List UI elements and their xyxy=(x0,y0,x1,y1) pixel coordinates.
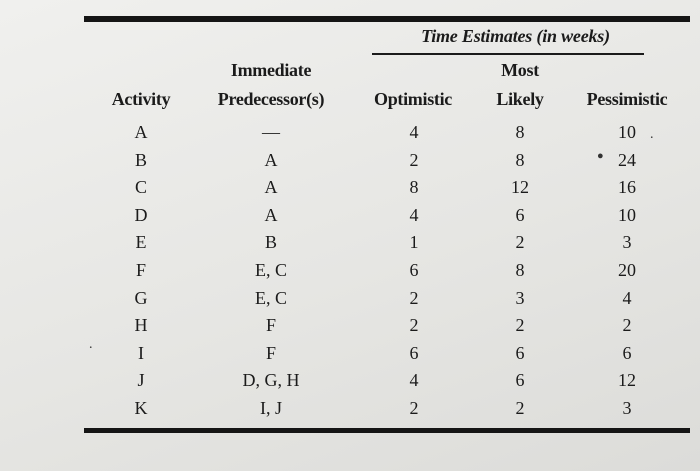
pessimistic-cell: 10 xyxy=(618,122,636,142)
pessimistic-cell: 12 xyxy=(618,370,636,391)
most-likely-cell: 8 xyxy=(515,122,525,142)
pessimistic-cell: 3 xyxy=(622,397,632,418)
predecessor-cell: A xyxy=(264,149,278,170)
stray-mark: ● xyxy=(597,150,604,162)
table-bottom-rule xyxy=(84,428,690,433)
activity-cell: D xyxy=(134,204,148,225)
optimistic-cell: 4 xyxy=(409,370,419,391)
optimistic-cell: 2 xyxy=(409,397,419,418)
activity-cell: A xyxy=(134,122,148,142)
table-top-rule xyxy=(84,16,690,22)
header-predecessors: Predecessor(s) xyxy=(217,89,325,109)
most-likely-cell: 2 xyxy=(515,315,525,336)
time-estimates-underline xyxy=(372,53,644,55)
pessimistic-cell: 10 xyxy=(618,204,636,225)
most-likely-cell: 3 xyxy=(515,287,525,308)
stray-mark: . xyxy=(650,127,654,142)
pessimistic-cell: 4 xyxy=(622,287,632,308)
most-likely-cell: 12 xyxy=(511,177,529,198)
most-likely-cell: 2 xyxy=(515,232,525,253)
header-optimistic: Optimistic xyxy=(374,89,452,109)
activity-cell: J xyxy=(137,370,145,391)
pessimistic-cell: 24 xyxy=(618,149,636,170)
activity-cell: C xyxy=(134,177,147,198)
pessimistic-cell: 6 xyxy=(622,342,632,363)
pessimistic-cell: 3 xyxy=(622,232,632,253)
header-immediate: Immediate xyxy=(230,60,312,80)
predecessor-cell: F xyxy=(265,315,276,336)
optimistic-cell: 6 xyxy=(409,259,419,280)
optimistic-column: 4 2 8 4 1 6 2 2 6 4 2 xyxy=(365,119,463,423)
optimistic-cell: 2 xyxy=(409,149,419,170)
header-most: Most xyxy=(501,60,539,80)
optimistic-cell: 1 xyxy=(409,232,419,253)
header-pessimistic: Pessimistic xyxy=(586,89,668,109)
activity-cell: I xyxy=(138,342,144,363)
activity-cell: F xyxy=(135,259,146,280)
most-likely-cell: 8 xyxy=(515,259,525,280)
predecessor-cell: I, J xyxy=(260,397,282,418)
activity-cell: H xyxy=(134,315,148,336)
most-likely-column: 8 8 12 6 2 8 3 2 6 6 2 xyxy=(475,119,565,423)
optimistic-cell: 4 xyxy=(409,204,419,225)
predecessor-cell: A xyxy=(264,177,278,198)
header-likely: Likely xyxy=(496,89,544,109)
optimistic-cell: 4 xyxy=(409,122,419,142)
predecessor-cell: — xyxy=(262,122,280,142)
activity-cell: K xyxy=(134,397,148,418)
pessimistic-column: 10 24 16 10 3 20 4 2 6 12 3 xyxy=(575,119,679,423)
predecessor-cell: E, C xyxy=(254,287,287,308)
activity-cell: G xyxy=(134,287,148,308)
stray-mark: . xyxy=(89,337,93,352)
predecessor-cell: D, G, H xyxy=(242,370,300,391)
predecessor-cell: A xyxy=(264,204,278,225)
activity-cell: E xyxy=(135,232,147,253)
pessimistic-cell: 20 xyxy=(618,259,636,280)
most-likely-cell: 6 xyxy=(515,204,525,225)
time-estimates-header: Time Estimates (in weeks) xyxy=(421,26,610,46)
predecessor-column: — A A A B E, C E, C F F D, G, H I, J xyxy=(210,119,332,423)
pessimistic-cell: 16 xyxy=(618,177,636,198)
most-likely-cell: 8 xyxy=(515,149,525,170)
pessimistic-cell: 2 xyxy=(622,315,632,336)
predecessor-cell: F xyxy=(265,342,276,363)
optimistic-cell: 2 xyxy=(409,315,419,336)
activity-cell: B xyxy=(134,149,147,170)
most-likely-cell: 6 xyxy=(515,370,525,391)
header-activity: Activity xyxy=(111,89,171,109)
most-likely-cell: 6 xyxy=(515,342,525,363)
most-likely-cell: 2 xyxy=(515,397,525,418)
optimistic-cell: 8 xyxy=(409,177,419,198)
predecessor-cell: E, C xyxy=(254,259,287,280)
optimistic-cell: 2 xyxy=(409,287,419,308)
predecessor-cell: B xyxy=(264,232,277,253)
optimistic-cell: 6 xyxy=(409,342,419,363)
